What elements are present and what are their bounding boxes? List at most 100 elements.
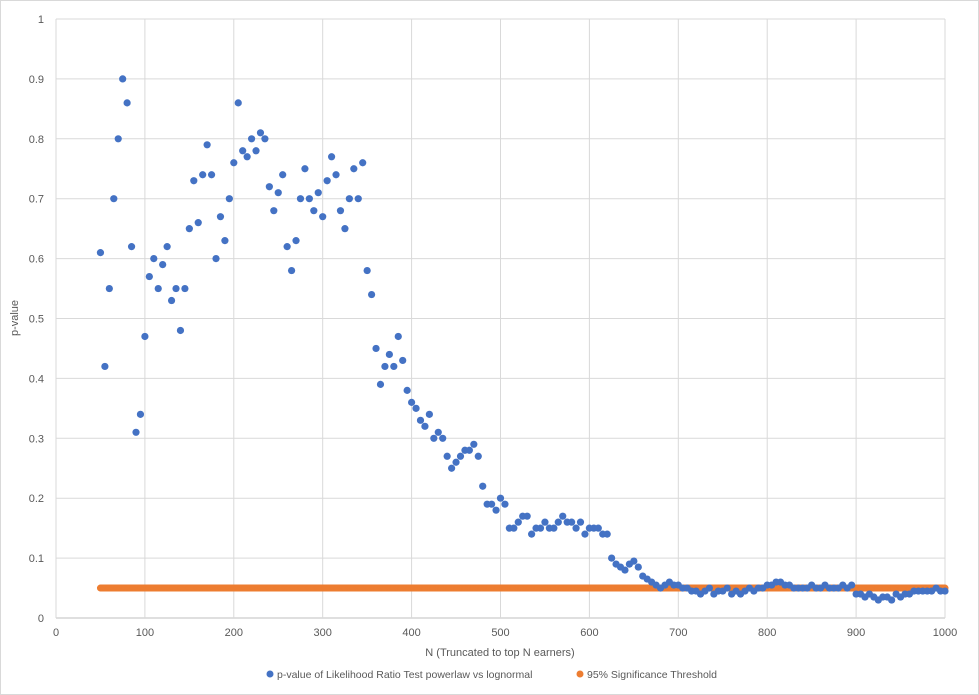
pvalue-point: [568, 518, 576, 526]
pvalue-point: [888, 596, 896, 604]
y-tick-label: 0.3: [29, 433, 44, 445]
pvalue-point: [296, 195, 305, 203]
pvalue-point: [510, 524, 518, 532]
pvalue-point: [265, 183, 273, 191]
pvalue-point: [381, 362, 389, 371]
pvalue-point: [203, 141, 211, 149]
pvalue-point: [439, 434, 447, 442]
pvalue-point: [274, 189, 282, 197]
pvalue-point: [372, 344, 380, 353]
pvalue-point: [390, 362, 398, 371]
pvalue-point: [523, 512, 531, 520]
pvalue-point: [327, 153, 336, 161]
pvalue-point: [287, 266, 296, 275]
pvalue-point: [412, 404, 420, 412]
x-tick-label: 700: [669, 627, 687, 639]
pvalue-point: [559, 512, 567, 520]
y-tick-label: 0.7: [29, 194, 44, 206]
pvalue-point: [292, 237, 300, 245]
pvalue-point: [416, 416, 425, 424]
pvalue-point: [501, 500, 509, 508]
pvalue-point: [252, 147, 260, 155]
pvalue-point: [394, 332, 402, 341]
pvalue-point: [283, 243, 291, 251]
pvalue-point: [234, 99, 242, 107]
x-tick-label: 100: [136, 627, 154, 639]
pvalue-point: [176, 326, 185, 335]
pvalue-point: [341, 225, 349, 233]
pvalue-point: [554, 518, 562, 526]
pvalue-point: [305, 195, 313, 203]
pvalue-point: [848, 581, 856, 589]
pvalue-point: [181, 284, 189, 293]
pvalue-point: [221, 237, 229, 245]
y-tick-label: 0.4: [29, 373, 44, 385]
pvalue-point: [256, 129, 265, 137]
x-tick-label: 500: [491, 627, 509, 639]
pvalue-point: [319, 213, 327, 221]
legend: p-value of Likelihood Ratio Test powerla…: [266, 669, 717, 681]
x-tick-label: 600: [580, 627, 598, 639]
pvalue-point: [630, 557, 638, 565]
pvalue-point: [230, 159, 238, 167]
pvalue-point: [470, 440, 478, 448]
pvalue-point: [359, 159, 367, 167]
pvalue-point: [496, 494, 505, 502]
y-tick-label: 0.6: [29, 254, 44, 266]
pvalue-point: [114, 135, 122, 143]
x-tick-label: 0: [53, 627, 59, 639]
pvalue-point: [376, 380, 385, 388]
pvalue-point: [608, 554, 616, 562]
pvalue-point: [434, 428, 442, 436]
pvalue-point: [96, 249, 105, 257]
pvalue-point: [528, 530, 536, 538]
gridlines: [55, 18, 946, 619]
y-tick-label: 0.2: [29, 493, 44, 505]
pvalue-point: [110, 195, 118, 203]
pvalue-point: [172, 284, 180, 293]
pvalue-point: [452, 458, 460, 466]
pvalue-point: [310, 207, 318, 215]
legend-marker-threshold: [576, 670, 584, 678]
pvalue-point: [456, 452, 465, 460]
y-tick-label: 0.9: [29, 74, 44, 86]
y-tick-label: 0.8: [29, 134, 44, 146]
pvalue-point: [448, 464, 456, 472]
x-tick-label: 400: [402, 627, 420, 639]
pvalue-point: [536, 524, 545, 532]
pvalue-point: [127, 243, 136, 251]
legend-marker-pvalue: [266, 670, 274, 678]
y-axis-ticks: 0 0.1 0.2 0.3 0.4 0.5 0.6 0.7 0.8 0.9 1: [29, 14, 44, 625]
pvalue-point: [941, 587, 949, 595]
pvalue-point: [354, 195, 362, 203]
series-pvalue: [96, 75, 949, 604]
pvalue-point: [603, 530, 611, 538]
pvalue-point: [314, 189, 322, 197]
pvalue-point: [336, 207, 345, 215]
y-tick-label: 0: [38, 613, 44, 625]
pvalue-point: [550, 524, 558, 532]
pvalue-point: [199, 171, 207, 179]
pvalue-point: [425, 410, 433, 418]
pvalue-point: [190, 177, 198, 185]
pvalue-point: [430, 434, 438, 442]
x-tick-label: 900: [847, 627, 865, 639]
legend-label-threshold: 95% Significance Threshold: [587, 669, 717, 681]
pvalue-point: [261, 135, 269, 143]
pvalue-point: [247, 135, 256, 143]
pvalue-point: [514, 518, 522, 526]
pvalue-point: [385, 350, 393, 359]
pvalue-point: [159, 260, 167, 269]
pvalue-point: [345, 195, 353, 203]
pvalue-point: [167, 296, 176, 305]
pvalue-point: [145, 272, 153, 281]
x-tick-label: 300: [314, 627, 332, 639]
y-tick-label: 0.5: [29, 314, 44, 326]
pvalue-point: [216, 213, 225, 221]
pvalue-point: [194, 219, 202, 227]
pvalue-point: [105, 284, 113, 293]
y-tick-label: 0.1: [29, 553, 44, 565]
pvalue-point: [119, 75, 127, 83]
pvalue-point: [154, 284, 162, 293]
